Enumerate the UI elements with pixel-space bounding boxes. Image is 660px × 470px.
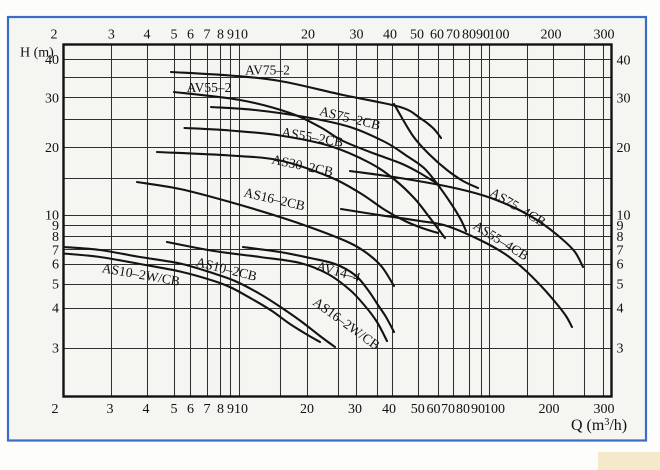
svg-text:9: 9 (227, 402, 234, 417)
svg-text:50: 50 (411, 402, 425, 417)
svg-text:90: 90 (476, 28, 490, 43)
svg-text:10: 10 (234, 402, 248, 417)
svg-text:8: 8 (217, 402, 224, 417)
svg-text:200: 200 (541, 28, 562, 43)
svg-text:30: 30 (348, 402, 362, 417)
svg-text:40: 40 (617, 54, 631, 69)
svg-text:90: 90 (471, 402, 485, 417)
svg-text:10: 10 (617, 209, 631, 224)
svg-text:30: 30 (45, 91, 59, 106)
svg-text:40: 40 (383, 28, 397, 43)
svg-text:4: 4 (617, 302, 624, 317)
svg-text:100: 100 (489, 28, 510, 43)
svg-text:9: 9 (227, 28, 234, 43)
svg-text:2: 2 (52, 402, 59, 417)
svg-text:5: 5 (171, 402, 178, 417)
svg-text:7: 7 (204, 402, 211, 417)
svg-text:50: 50 (410, 28, 424, 43)
svg-text:9: 9 (617, 219, 624, 234)
svg-text:8: 8 (617, 230, 624, 245)
svg-text:5: 5 (617, 278, 624, 293)
svg-text:2: 2 (51, 28, 58, 43)
svg-text:100: 100 (484, 402, 505, 417)
svg-text:7: 7 (617, 243, 624, 258)
svg-text:6: 6 (187, 402, 194, 417)
svg-text:3: 3 (108, 28, 115, 43)
svg-text:8: 8 (52, 230, 59, 245)
svg-text:20: 20 (617, 141, 631, 156)
svg-text:300: 300 (594, 28, 615, 43)
svg-text:10: 10 (45, 209, 59, 224)
svg-text:10: 10 (234, 28, 248, 43)
svg-text:4: 4 (144, 28, 151, 43)
svg-text:6: 6 (187, 28, 194, 43)
svg-text:200: 200 (539, 402, 560, 417)
svg-text:4: 4 (52, 302, 59, 317)
svg-text:6: 6 (52, 258, 59, 273)
svg-text:40: 40 (45, 53, 59, 68)
svg-text:70: 70 (446, 28, 460, 43)
svg-text:30: 30 (350, 28, 364, 43)
svg-text:40: 40 (382, 402, 396, 417)
svg-text:H (m): H (m) (20, 46, 54, 61)
svg-text:20: 20 (45, 141, 59, 156)
svg-text:4: 4 (143, 402, 150, 417)
svg-text:300: 300 (594, 402, 615, 417)
svg-text:3: 3 (617, 342, 624, 357)
svg-text:3: 3 (52, 342, 59, 357)
svg-text:60: 60 (427, 402, 441, 417)
svg-text:5: 5 (171, 28, 178, 43)
svg-text:9: 9 (52, 219, 59, 234)
svg-text:20: 20 (301, 28, 315, 43)
svg-text:AV55–2: AV55–2 (187, 80, 232, 95)
svg-text:70: 70 (441, 402, 455, 417)
svg-text:80: 80 (456, 402, 470, 417)
svg-text:80: 80 (462, 28, 476, 43)
svg-text:5: 5 (52, 278, 59, 293)
svg-text:7: 7 (204, 28, 211, 43)
svg-text:Q (m3/h): Q (m3/h) (571, 417, 627, 435)
svg-text:AV75–2: AV75–2 (245, 63, 290, 78)
svg-text:7: 7 (52, 243, 59, 258)
svg-text:6: 6 (617, 258, 624, 273)
svg-text:60: 60 (430, 28, 444, 43)
svg-text:8: 8 (217, 28, 224, 43)
svg-text:3: 3 (107, 402, 114, 417)
svg-text:20: 20 (300, 402, 314, 417)
svg-text:30: 30 (617, 92, 631, 107)
